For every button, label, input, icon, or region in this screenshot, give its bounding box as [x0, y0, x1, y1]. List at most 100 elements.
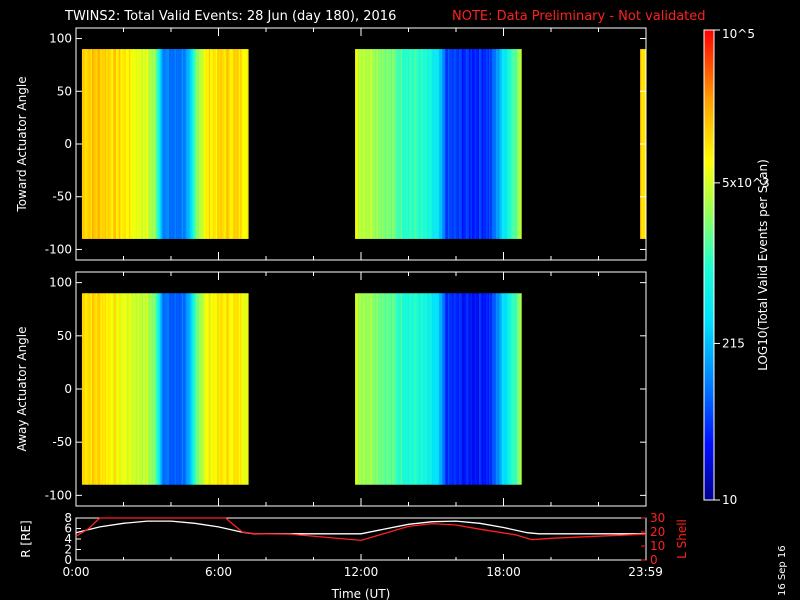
heatmap-cell [84, 49, 87, 239]
heatmap-cell [231, 49, 234, 239]
heatmap-cell [148, 293, 151, 485]
heatmap-cell [184, 293, 187, 485]
heatmap-cell [390, 293, 393, 485]
heatmap-cell [390, 49, 393, 239]
heatmap-cell [511, 293, 514, 485]
heatmap-cell [231, 293, 234, 485]
heatmap-cell [103, 293, 106, 485]
heatmap-cell [483, 49, 486, 239]
heatmap-cell [464, 293, 467, 485]
heatmap-cell [507, 49, 510, 239]
heatmap-cell [489, 293, 491, 485]
heatmap-cell [517, 293, 520, 485]
heatmap-cell [93, 293, 96, 485]
heatmap-cell [453, 49, 456, 239]
colorbar-tick-label: 5x10^3 [722, 176, 770, 190]
heatmap-cell [193, 293, 195, 485]
heatmap-cell [230, 49, 232, 239]
heatmap-cell [150, 49, 153, 239]
heatmap-cell [116, 293, 118, 485]
heatmap-cell [141, 293, 144, 485]
heatmap-cell [450, 293, 453, 485]
heatmap-cell [118, 293, 121, 485]
heatmap-cell [91, 293, 94, 485]
heatmap-cell [221, 49, 224, 239]
heatmap-cell [99, 49, 101, 239]
heatmap-cell [153, 49, 156, 239]
heatmap-cell [412, 49, 414, 239]
heatmap-cell [404, 293, 407, 485]
heatmap-cell [104, 49, 107, 239]
x-axis-label: Time (UT) [331, 587, 391, 600]
heatmap-cell [227, 293, 230, 485]
heatmap-cell [497, 49, 500, 239]
heatmap-cell [459, 49, 461, 239]
heatmap-cell [164, 49, 167, 239]
heatmap-cell [208, 293, 211, 485]
heatmap-cell [94, 49, 97, 239]
heatmap-cell [146, 49, 148, 239]
heatmap-cell [370, 49, 373, 239]
heatmap-cell [180, 293, 183, 485]
y-tick-label: -100 [45, 242, 72, 256]
colorbar-tick-label: 215 [722, 336, 745, 350]
heatmap-cell [153, 293, 156, 485]
heatmap-cell [247, 293, 249, 485]
heatmap-cell [244, 49, 247, 239]
heatmap-cell [84, 293, 87, 485]
heatmap-cell [101, 293, 104, 485]
heatmap-cell [232, 293, 235, 485]
heatmap-cell [506, 49, 508, 239]
heatmap-cell [463, 49, 466, 239]
heatmap-cell [207, 293, 210, 485]
heatmap-cell [180, 49, 183, 239]
heatmap-cell [178, 293, 181, 485]
heatmap-cell [387, 293, 390, 485]
heatmap-cell [440, 49, 443, 239]
heatmap-cell [117, 49, 120, 239]
heatmap-cell [447, 49, 450, 239]
heatmap-cell [436, 49, 439, 239]
heatmap-cell [503, 293, 506, 485]
heatmap-cell [86, 293, 89, 485]
heatmap-cell [221, 293, 224, 485]
heatmap-cell [185, 293, 188, 485]
heatmap-cell [513, 49, 516, 239]
y-tick-label: 100 [49, 276, 72, 290]
heatmap-cell [215, 293, 218, 485]
heatmap-cell [174, 293, 177, 485]
heatmap-cell [500, 293, 503, 485]
heatmap-cell [194, 293, 197, 485]
heatmap-cell [491, 293, 494, 485]
heatmap-cell [514, 293, 517, 485]
y-tick-label: 50 [57, 329, 72, 343]
heatmap-cell [490, 293, 493, 485]
y2-tick-label: 10 [650, 539, 665, 553]
heatmap-cell [168, 49, 171, 239]
heatmap-cell [107, 49, 110, 239]
heatmap-cell [123, 293, 126, 485]
heatmap-cell [422, 49, 424, 239]
heatmap-cell [449, 49, 451, 239]
heatmap-cell [191, 49, 194, 239]
heatmap-cell [225, 293, 228, 485]
r-series-line [75, 520, 646, 535]
heatmap-cell [163, 293, 165, 485]
heatmap-cell [484, 49, 487, 239]
heatmap-cell [89, 293, 91, 485]
heatmap-cell [384, 293, 387, 485]
heatmap-cell [170, 293, 173, 485]
heatmap-cell [111, 49, 114, 239]
heatmap-cell [433, 49, 436, 239]
heatmap-cell [234, 49, 237, 239]
colorbar-tick-label: 10^5 [722, 27, 755, 41]
x-tick-label: 6:00 [205, 565, 232, 579]
heatmap-cell [109, 293, 111, 485]
heatmap-cell [480, 49, 483, 239]
heatmap-cell [161, 293, 164, 485]
colorbar-tick-label: 10 [722, 493, 737, 507]
heatmap-cell [508, 49, 511, 239]
y-tick-label: 0 [64, 382, 72, 396]
heatmap-cell [516, 49, 518, 239]
heatmap-cell [520, 49, 522, 239]
